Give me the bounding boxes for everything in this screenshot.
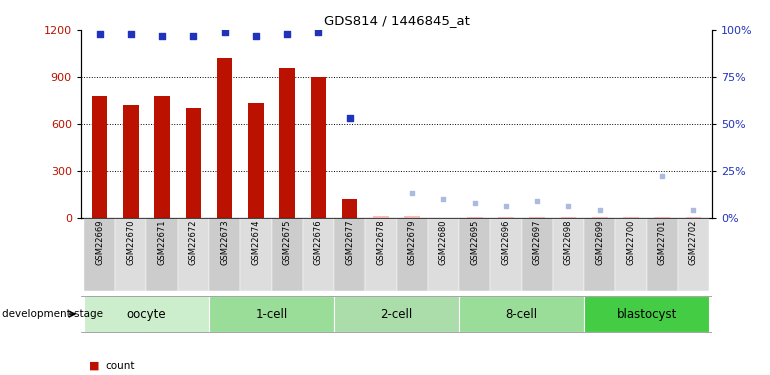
Text: GSM22671: GSM22671 — [158, 220, 166, 265]
Text: GSM22698: GSM22698 — [564, 220, 573, 265]
Text: GSM22669: GSM22669 — [95, 220, 104, 265]
Bar — [186, 108, 201, 218]
Bar — [146, 217, 178, 291]
Point — [562, 203, 574, 209]
Text: blastocyst: blastocyst — [617, 308, 677, 321]
Text: GSM22695: GSM22695 — [470, 220, 479, 265]
Bar — [310, 77, 326, 218]
Bar — [584, 296, 709, 332]
Point — [313, 29, 325, 35]
Point — [468, 200, 480, 206]
Bar — [123, 105, 139, 218]
Text: GSM22674: GSM22674 — [251, 220, 260, 265]
Text: ■: ■ — [89, 361, 99, 370]
Point — [156, 33, 169, 39]
Bar — [116, 217, 146, 291]
Bar — [334, 217, 365, 291]
Bar — [365, 217, 397, 291]
Bar — [248, 104, 263, 218]
Bar — [209, 296, 334, 332]
Text: oocyte: oocyte — [127, 308, 166, 321]
Bar — [342, 199, 357, 217]
Point — [656, 173, 668, 179]
Text: development stage: development stage — [2, 309, 102, 319]
Text: GSM22696: GSM22696 — [501, 220, 511, 265]
Bar — [397, 217, 428, 291]
Bar — [84, 217, 116, 291]
Bar — [178, 217, 209, 291]
Text: GSM22697: GSM22697 — [533, 220, 542, 265]
Bar — [303, 217, 334, 291]
Text: GSM22673: GSM22673 — [220, 220, 229, 266]
Point — [281, 31, 293, 37]
Point — [343, 115, 356, 121]
Title: GDS814 / 1446845_at: GDS814 / 1446845_at — [323, 15, 470, 27]
Point — [249, 33, 262, 39]
Text: 1-cell: 1-cell — [256, 308, 288, 321]
Bar — [240, 217, 272, 291]
Bar — [373, 216, 389, 217]
Point — [187, 33, 199, 39]
Bar — [459, 217, 490, 291]
Text: GSM22680: GSM22680 — [439, 220, 448, 265]
Point — [125, 31, 137, 37]
Text: GSM22675: GSM22675 — [283, 220, 292, 265]
Bar — [647, 217, 678, 291]
Text: GSM22700: GSM22700 — [627, 220, 635, 265]
Text: GSM22670: GSM22670 — [126, 220, 136, 265]
Point — [500, 203, 512, 209]
Bar — [459, 296, 584, 332]
Bar — [272, 217, 303, 291]
Bar — [678, 217, 709, 291]
Text: GSM22679: GSM22679 — [407, 220, 417, 265]
Text: GSM22676: GSM22676 — [314, 220, 323, 266]
Bar — [217, 58, 233, 217]
Text: GSM22677: GSM22677 — [345, 220, 354, 266]
Bar — [615, 217, 647, 291]
Bar — [553, 217, 584, 291]
Text: GSM22678: GSM22678 — [377, 220, 386, 266]
Bar — [84, 296, 209, 332]
Bar — [209, 217, 240, 291]
Bar — [92, 96, 108, 218]
Point — [531, 198, 544, 204]
Point — [406, 190, 418, 196]
Bar — [154, 96, 170, 218]
Text: 8-cell: 8-cell — [506, 308, 537, 321]
Text: GSM22701: GSM22701 — [658, 220, 667, 265]
Point — [219, 29, 231, 35]
Bar — [521, 217, 553, 291]
Text: count: count — [105, 361, 135, 370]
Bar — [334, 296, 459, 332]
Point — [688, 207, 700, 213]
Point — [437, 196, 450, 202]
Bar — [404, 216, 420, 217]
Text: GSM22702: GSM22702 — [689, 220, 698, 265]
Bar — [428, 217, 459, 291]
Text: GSM22672: GSM22672 — [189, 220, 198, 265]
Point — [93, 31, 105, 37]
Bar — [584, 217, 615, 291]
Text: 2-cell: 2-cell — [380, 308, 413, 321]
Bar — [280, 68, 295, 218]
Text: GSM22699: GSM22699 — [595, 220, 604, 265]
Point — [594, 207, 606, 213]
Bar — [490, 217, 521, 291]
